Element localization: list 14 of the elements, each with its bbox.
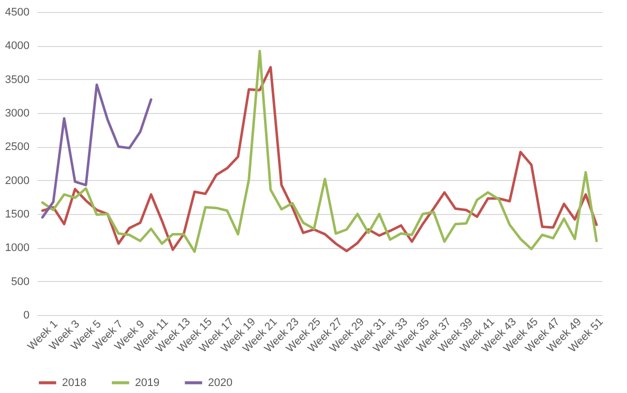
legend-label: 2020 bbox=[208, 376, 232, 389]
y-tick-label: 4500 bbox=[5, 6, 30, 18]
y-tick-label: 3000 bbox=[5, 108, 30, 120]
y-tick-label: 1500 bbox=[5, 208, 30, 220]
y-tick-label: 2000 bbox=[5, 174, 30, 187]
y-tick-label: 500 bbox=[11, 276, 30, 288]
y-tick-label: 3500 bbox=[5, 74, 30, 86]
legend-label: 2019 bbox=[135, 376, 160, 389]
y-tick-label: 4000 bbox=[5, 40, 30, 52]
y-tick-label: 1000 bbox=[5, 242, 30, 254]
legend-label: 2018 bbox=[62, 376, 86, 389]
y-tick-label: 2500 bbox=[5, 141, 30, 154]
line-series bbox=[41, 83, 152, 219]
y-tick-label: 0 bbox=[23, 310, 30, 322]
